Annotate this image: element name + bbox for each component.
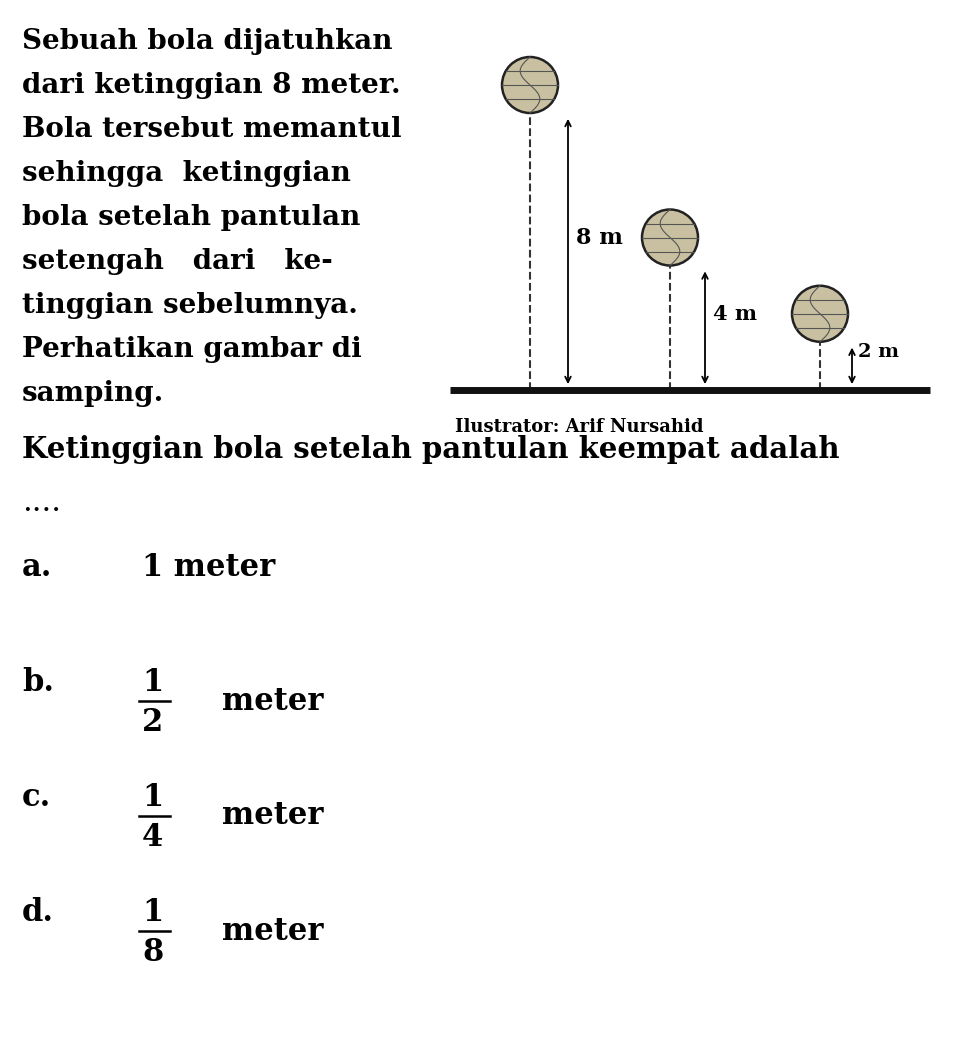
Text: Sebuah bola dijatuhkan: Sebuah bola dijatuhkan (22, 29, 392, 55)
Text: Bola tersebut memantul: Bola tersebut memantul (22, 116, 402, 143)
Circle shape (792, 286, 848, 342)
Text: 1 meter: 1 meter (142, 552, 275, 583)
Text: c.: c. (22, 782, 51, 813)
Text: 8: 8 (142, 937, 163, 968)
Text: 8 m: 8 m (576, 226, 623, 248)
Text: 4: 4 (142, 822, 163, 853)
Text: Ilustrator: Arif Nursahid: Ilustrator: Arif Nursahid (455, 418, 703, 436)
Text: bola setelah pantulan: bola setelah pantulan (22, 204, 360, 231)
Text: 4 m: 4 m (713, 304, 757, 324)
Text: Ketinggian bola setelah pantulan keempat adalah: Ketinggian bola setelah pantulan keempat… (22, 435, 839, 464)
Text: 2: 2 (142, 708, 163, 738)
Text: 1: 1 (142, 782, 163, 813)
Text: d.: d. (22, 897, 54, 928)
Text: b.: b. (22, 667, 54, 698)
Text: a.: a. (22, 552, 52, 583)
Text: meter: meter (222, 800, 324, 831)
Text: meter: meter (222, 685, 324, 717)
Text: Perhatikan gambar di: Perhatikan gambar di (22, 336, 361, 363)
Text: setengah   dari   ke-: setengah dari ke- (22, 248, 332, 275)
Text: ....: .... (22, 487, 61, 518)
Text: 1: 1 (142, 667, 163, 698)
Text: 1: 1 (142, 897, 163, 928)
Text: dari ketinggian 8 meter.: dari ketinggian 8 meter. (22, 72, 401, 99)
Text: meter: meter (222, 916, 324, 946)
Text: 2 m: 2 m (858, 343, 899, 361)
Circle shape (502, 57, 558, 113)
Circle shape (642, 209, 698, 265)
Text: sehingga  ketinggian: sehingga ketinggian (22, 161, 351, 187)
Text: tinggian sebelumnya.: tinggian sebelumnya. (22, 293, 357, 319)
Text: samping.: samping. (22, 380, 164, 407)
